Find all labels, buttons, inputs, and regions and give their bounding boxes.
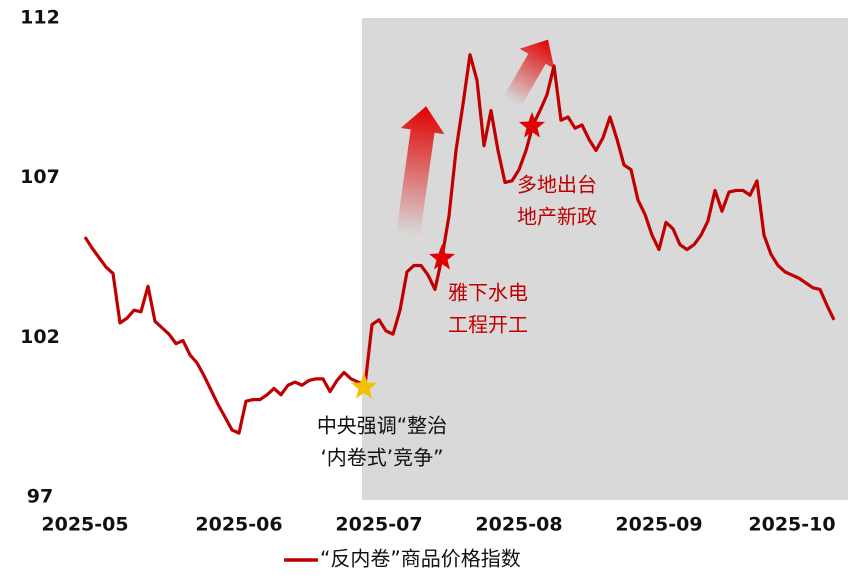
event-star bbox=[351, 373, 377, 399]
y-tick-label: 112 bbox=[20, 7, 60, 29]
y-tick-label: 97 bbox=[27, 486, 53, 508]
annotation: 多地出台 bbox=[517, 173, 597, 197]
x-tick-label: 2025-05 bbox=[41, 514, 128, 536]
event-star bbox=[429, 244, 455, 270]
annotation: ‘内卷式’竞争” bbox=[320, 446, 443, 470]
x-tick-label: 2025-10 bbox=[748, 514, 835, 536]
annotation: 地产新政 bbox=[517, 205, 597, 229]
y-tick-label: 102 bbox=[20, 326, 60, 348]
trend-arrow bbox=[503, 39, 555, 107]
x-tick-label: 2025-07 bbox=[335, 514, 422, 536]
x-tick-label: 2025-08 bbox=[475, 514, 562, 536]
annotation: 雅下水电 bbox=[448, 281, 528, 305]
plot bbox=[83, 53, 836, 435]
legend-label: “反内卷”商品价格指数 bbox=[320, 547, 521, 571]
y-tick-label: 107 bbox=[20, 166, 60, 188]
annotation: 中央强调“整治 bbox=[317, 414, 447, 438]
annotation: 工程开工 bbox=[448, 313, 528, 337]
series-line bbox=[83, 53, 836, 435]
trend-arrow bbox=[396, 106, 445, 237]
x-tick-label: 2025-09 bbox=[615, 514, 702, 536]
x-tick-label: 2025-06 bbox=[195, 514, 282, 536]
event-star bbox=[519, 112, 545, 138]
